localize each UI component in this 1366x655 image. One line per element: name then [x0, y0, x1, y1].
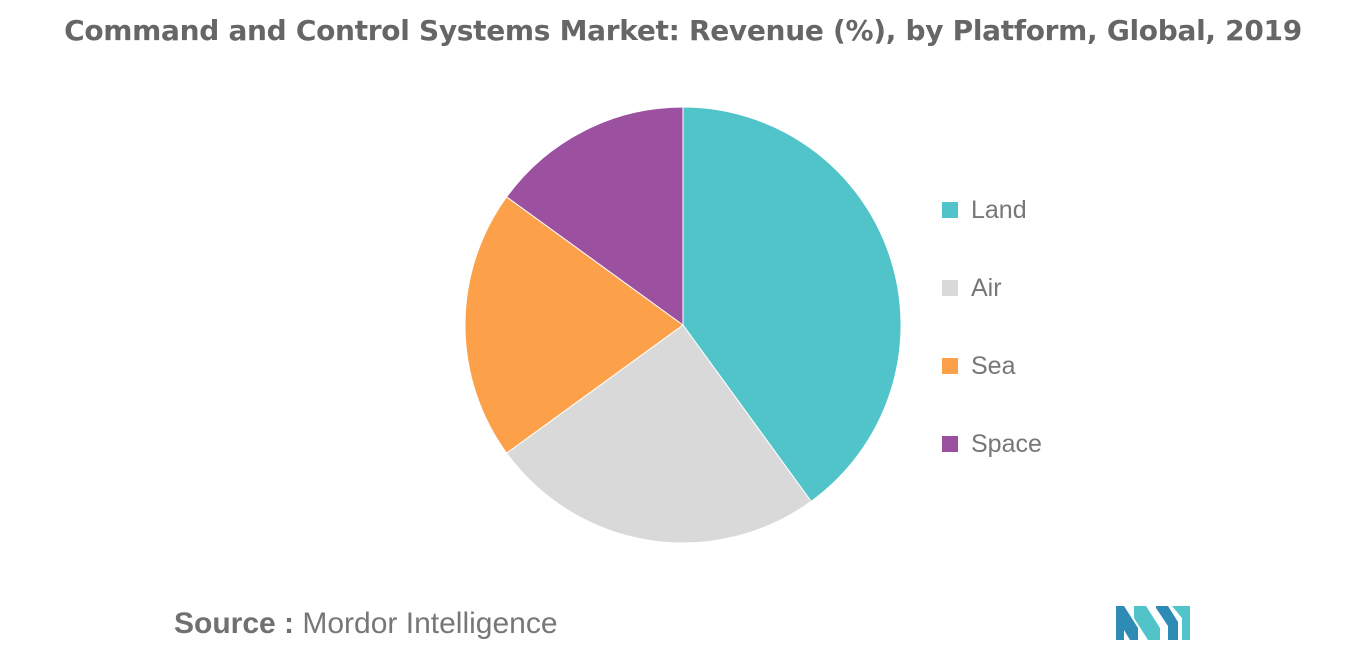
mordor-intelligence-logo-icon — [1116, 606, 1190, 640]
legend-label-land: Land — [971, 196, 1027, 224]
legend-item-space[interactable]: Space — [942, 424, 1042, 502]
legend-item-land[interactable]: Land — [942, 190, 1042, 268]
chart-title: Command and Control Systems Market: Reve… — [64, 14, 1302, 47]
legend-item-sea[interactable]: Sea — [942, 346, 1042, 424]
pie-slice-land[interactable] — [682, 106, 902, 503]
pie-slice-sea[interactable] — [464, 196, 684, 454]
pie-slice-space[interactable] — [505, 106, 684, 326]
legend-swatch-air — [942, 280, 958, 296]
pie-slice-air[interactable] — [505, 324, 812, 544]
legend-swatch-space — [942, 436, 958, 452]
legend-item-air[interactable]: Air — [942, 268, 1042, 346]
source-line: Source : Mordor Intelligence — [174, 607, 558, 641]
legend-label-sea: Sea — [971, 352, 1016, 380]
legend-swatch-land — [942, 202, 958, 218]
source-text: Mordor Intelligence — [302, 607, 558, 640]
source-label: Source : — [174, 607, 295, 640]
legend: Land Air Sea Space — [942, 190, 1042, 502]
legend-label-air: Air — [971, 274, 1002, 302]
legend-label-space: Space — [971, 430, 1042, 458]
legend-swatch-sea — [942, 358, 958, 374]
